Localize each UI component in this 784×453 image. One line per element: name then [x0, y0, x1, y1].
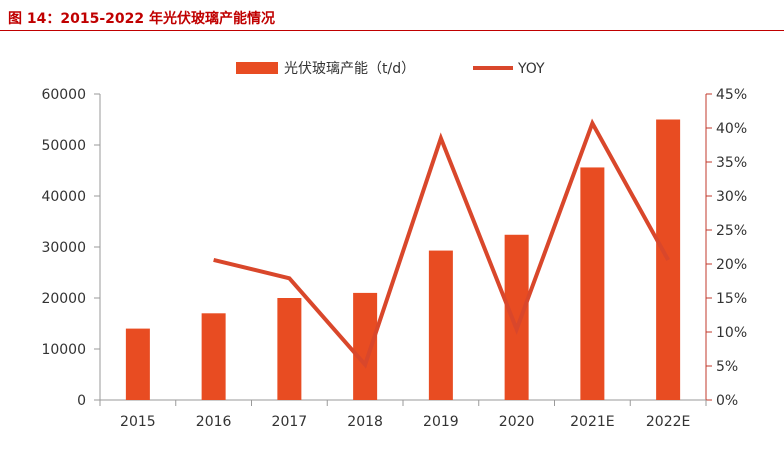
bar: [353, 292, 378, 400]
y-right-tick-label: 10%: [716, 325, 747, 341]
y-left-tick-label: 40000: [41, 189, 86, 205]
x-tick-labels: 2015 2016 2017 2018 2019 2020 2021E 2022E: [120, 414, 690, 430]
y-right-tick-label: 0%: [716, 393, 738, 409]
legend: 光伏玻璃产能（t/d） YOY: [236, 60, 545, 77]
figure-title: 图 14：2015-2022 年光伏玻璃产能情况: [8, 11, 275, 27]
bar: [125, 328, 150, 400]
legend-line-label: YOY: [517, 61, 545, 77]
y-left-tick-label: 30000: [41, 240, 86, 256]
y-right-tick-label: 30%: [716, 189, 747, 205]
bars: [125, 119, 681, 400]
x-tick-label: 2018: [347, 414, 383, 430]
y-left-tick-label: 60000: [41, 87, 86, 103]
y-left-tick-label: 50000: [41, 138, 86, 154]
x-tick-label: 2016: [196, 414, 232, 430]
x-tick-label: 2015: [120, 414, 156, 430]
y-right-tick-label: 15%: [716, 291, 747, 307]
x-tick-label: 2020: [499, 414, 535, 430]
y-right-tick-label: 45%: [716, 87, 747, 103]
bar: [504, 234, 529, 400]
bar: [428, 250, 453, 400]
x-tick-label: 2021E: [570, 414, 614, 430]
legend-bar-swatch: [236, 62, 278, 74]
y-right-tick-label: 25%: [716, 223, 747, 239]
x-tick-label: 2019: [423, 414, 459, 430]
y-left-tick-label: 0: [77, 393, 86, 409]
y-right-tick-label: 40%: [716, 121, 747, 137]
x-tick-label: 2017: [272, 414, 308, 430]
y-right-tick-label: 20%: [716, 257, 747, 273]
y-right-tick-label: 5%: [716, 359, 738, 375]
y-right-tick-label: 35%: [716, 155, 747, 171]
axes: 0 10000 20000 30000 40000 50000 60000 0% 5% 10% 15…: [41, 87, 747, 409]
yoy-line: [213, 118, 670, 369]
bar: [201, 313, 226, 400]
x-tick-label: 2022E: [646, 414, 690, 430]
y-left-tick-label: 20000: [41, 291, 86, 307]
bar: [277, 298, 302, 400]
bar: [580, 167, 605, 400]
y-left-tick-label: 10000: [41, 342, 86, 358]
legend-bar-label: 光伏玻璃产能（t/d）: [284, 60, 415, 77]
title-rule: [0, 30, 784, 31]
